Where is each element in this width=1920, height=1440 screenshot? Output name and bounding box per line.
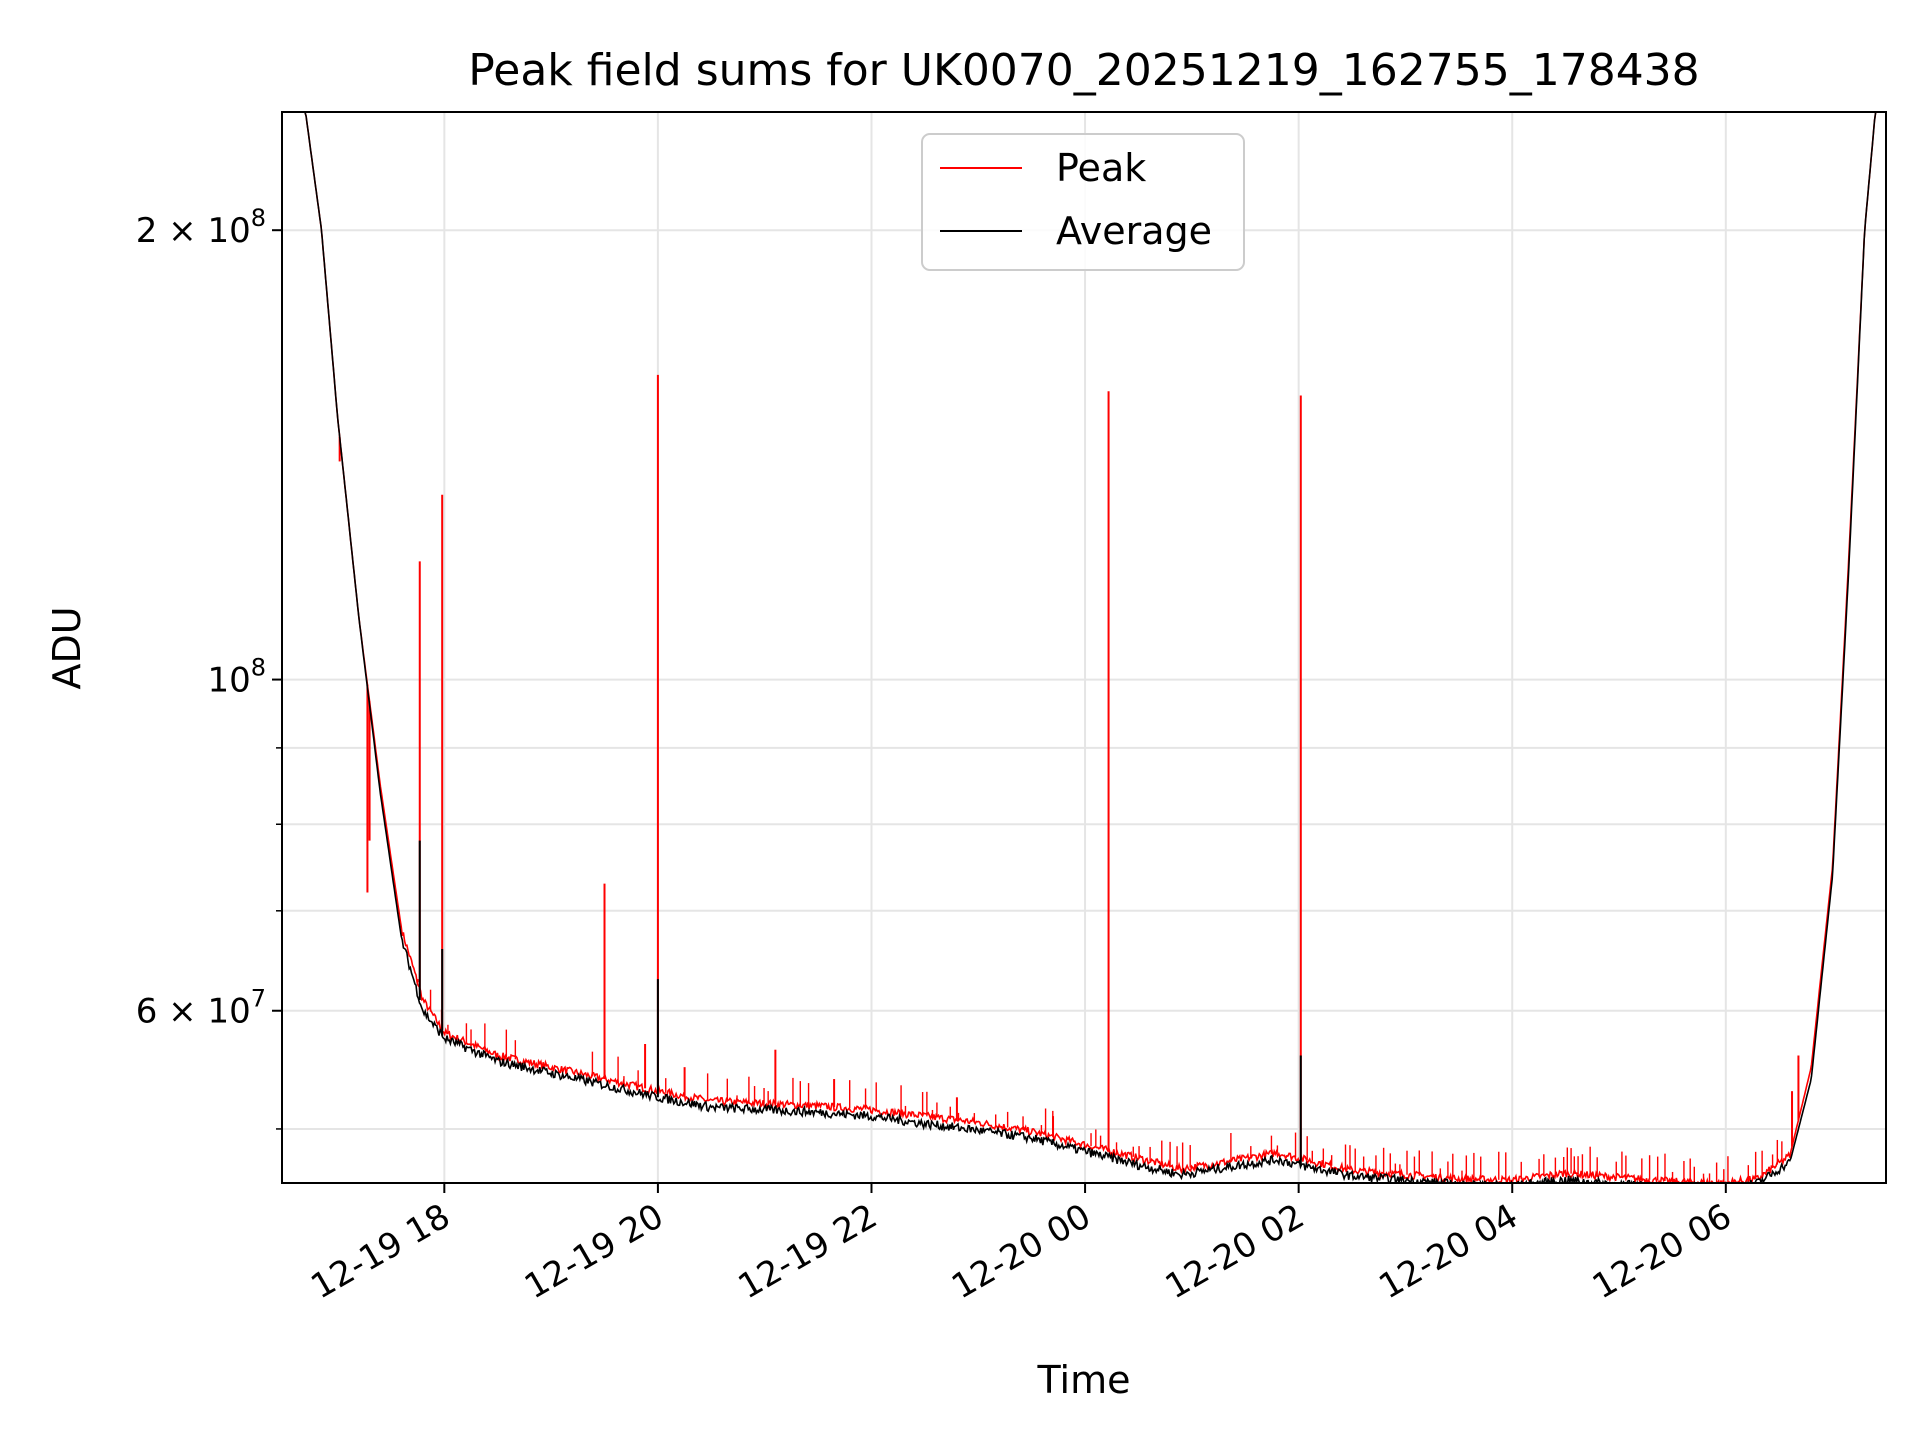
plot-frame (281, 111, 1887, 1184)
y-tick-label: 6 × 107 (136, 985, 266, 1032)
series-line-average (282, 112, 1886, 1183)
y-tick-label-base: 10 (207, 661, 250, 701)
y-tick-label-base: 6 × 10 (136, 992, 251, 1032)
chart-title: Peak field sums for UK0070_20251219_1627… (468, 45, 1699, 96)
y-tick-label-exponent: 8 (251, 204, 266, 232)
x-axis-label: Time (1037, 1358, 1131, 1402)
grid-layer (282, 112, 1886, 1183)
legend: Peak Average (921, 133, 1245, 271)
y-tick-label: 2 × 108 (136, 204, 266, 251)
y-tick-label-base: 2 × 10 (136, 211, 251, 251)
legend-peak-label: Peak (1056, 146, 1146, 190)
legend-average-label: Average (1056, 209, 1212, 253)
y-axis-label: ADU (45, 606, 89, 689)
y-tick-label-exponent: 7 (251, 985, 266, 1013)
series-average (282, 112, 1886, 1183)
series-layer (282, 112, 1886, 1183)
y-tick-label: 108 (207, 654, 266, 701)
y-tick-label-exponent: 8 (251, 654, 266, 682)
series-line-peak (282, 112, 1886, 1183)
